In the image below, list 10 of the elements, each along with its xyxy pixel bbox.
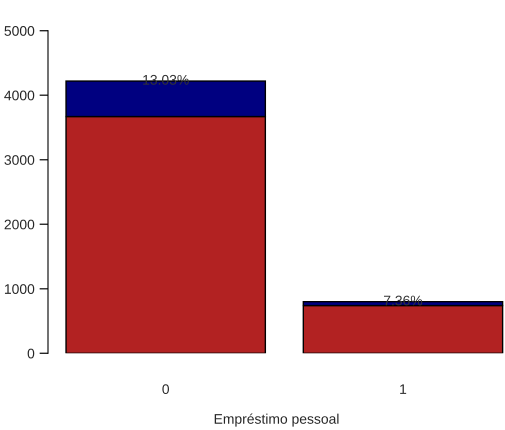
y-tick-label: 5000 xyxy=(4,26,34,36)
y-tick-label: 4000 xyxy=(4,90,34,100)
y-tick-label: 3000 xyxy=(4,155,34,165)
x-tick-label: 1 xyxy=(400,384,406,394)
y-tick-label: 0 xyxy=(28,348,34,358)
y-tick-label: 1000 xyxy=(4,284,34,294)
bar xyxy=(302,304,504,354)
x-axis-title: Empréstimo pessoal xyxy=(214,413,338,427)
annotation: 7.36% xyxy=(384,296,422,306)
y-tick-label: 2000 xyxy=(4,220,34,230)
